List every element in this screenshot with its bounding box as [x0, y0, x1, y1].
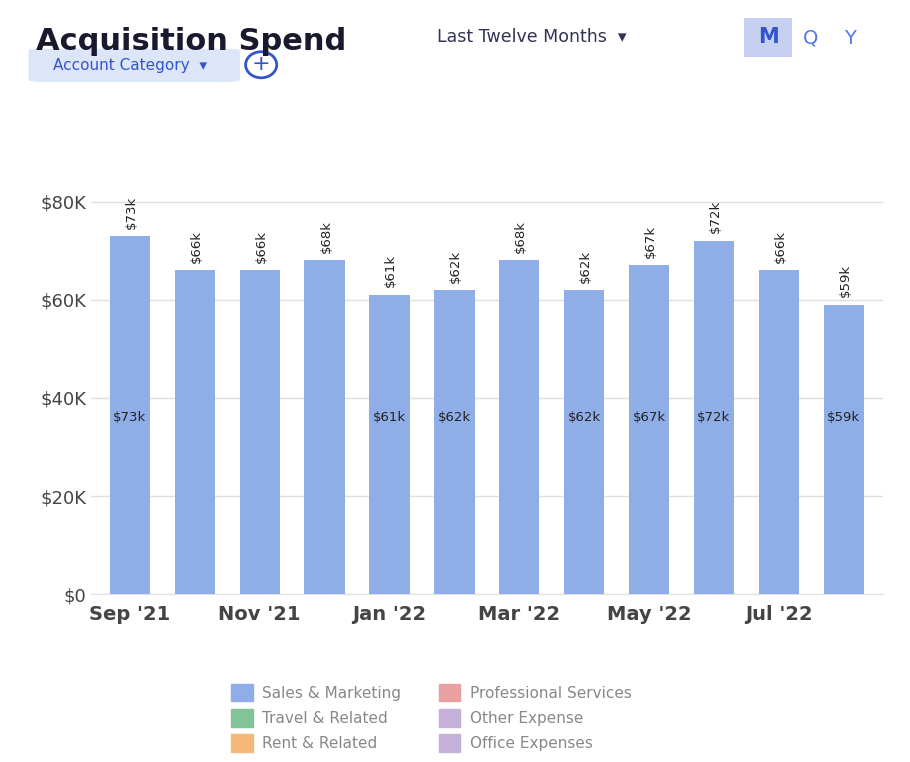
Text: $67k: $67k: [644, 225, 657, 258]
Bar: [305, 261, 345, 594]
Text: $67k: $67k: [632, 411, 665, 424]
Text: M: M: [758, 27, 778, 47]
Text: $72k: $72k: [697, 411, 731, 424]
Bar: [759, 271, 799, 594]
FancyBboxPatch shape: [28, 49, 240, 82]
Text: $59k: $59k: [827, 411, 860, 424]
Bar: [500, 261, 540, 594]
Text: $68k: $68k: [514, 220, 527, 253]
Text: $73k: $73k: [114, 411, 147, 424]
Text: $61k: $61k: [384, 255, 398, 287]
Text: $66k: $66k: [189, 230, 203, 263]
Text: Last Twelve Months  ▾: Last Twelve Months ▾: [437, 28, 626, 46]
Text: $62k: $62k: [450, 249, 462, 283]
Text: Acquisition Spend: Acquisition Spend: [36, 27, 347, 56]
Bar: [239, 271, 280, 594]
Legend: Sales & Marketing, Travel & Related, Rent & Related, Professional Services, Othe: Sales & Marketing, Travel & Related, Ren…: [231, 684, 632, 752]
Bar: [693, 241, 734, 594]
Text: +: +: [252, 54, 270, 74]
Bar: [369, 295, 410, 594]
Text: Q: Q: [803, 29, 818, 47]
Text: $72k: $72k: [709, 200, 722, 233]
Text: $62k: $62k: [568, 411, 601, 424]
Text: $62k: $62k: [579, 249, 592, 283]
Bar: [434, 290, 474, 594]
Text: $59k: $59k: [838, 264, 852, 297]
Bar: [175, 271, 215, 594]
Text: $66k: $66k: [255, 230, 268, 263]
Text: Account Category  ▾: Account Category ▾: [54, 58, 207, 72]
Text: $61k: $61k: [373, 411, 406, 424]
Bar: [824, 305, 864, 594]
Text: $62k: $62k: [438, 411, 471, 424]
Text: $73k: $73k: [125, 195, 137, 229]
Text: $68k: $68k: [319, 220, 332, 253]
Text: $66k: $66k: [774, 230, 786, 263]
Text: Y: Y: [844, 29, 856, 47]
Bar: [629, 265, 669, 594]
Bar: [110, 236, 150, 594]
Bar: [564, 290, 604, 594]
